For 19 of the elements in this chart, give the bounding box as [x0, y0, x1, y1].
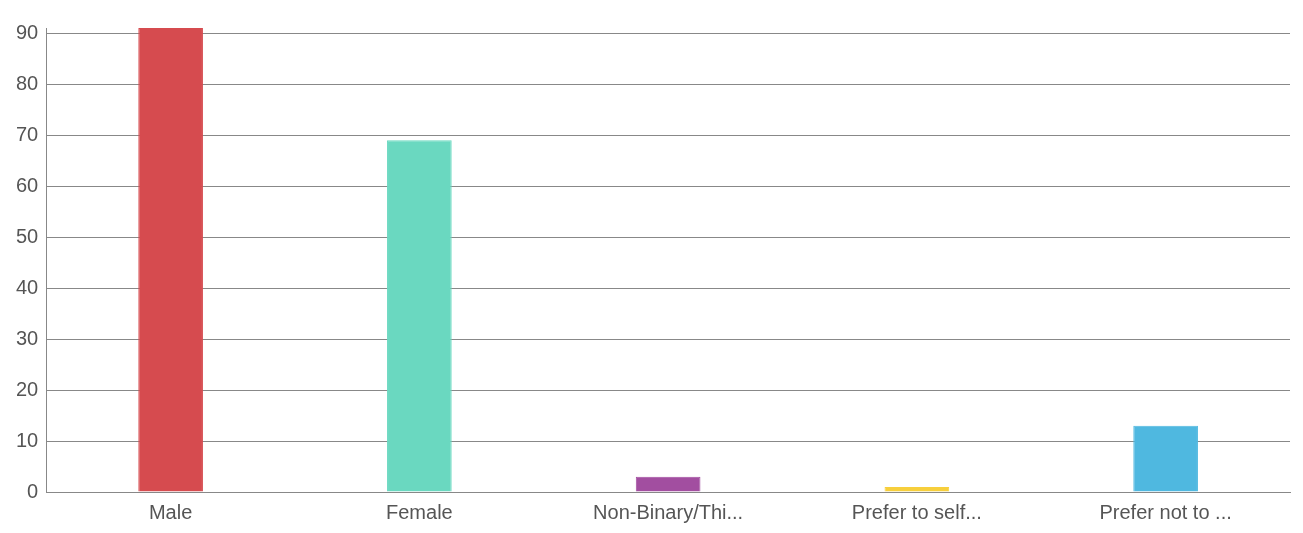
x-tick-label: Female	[386, 500, 453, 523]
bar	[138, 28, 203, 492]
x-tick-label: Male	[148, 500, 193, 523]
y-tick-label: 90	[16, 20, 39, 43]
bar	[635, 476, 701, 492]
x-tick-label: Prefer not to ...	[1099, 500, 1232, 523]
y-tick-label: 40	[16, 275, 39, 298]
x-tick-label: Prefer to self...	[851, 500, 982, 523]
bar	[387, 140, 452, 492]
y-tick-label: 30	[16, 326, 39, 349]
y-tick-label: 10	[16, 428, 39, 451]
y-tick-label: 80	[16, 71, 39, 94]
x-tick-label: Non-Binary/Thi...	[593, 500, 744, 523]
bar	[1133, 425, 1198, 492]
y-tick-label: 70	[16, 122, 39, 145]
y-tick-label: 50	[16, 224, 39, 247]
y-tick-label: 0	[27, 479, 39, 502]
y-tick-label: 60	[16, 173, 39, 196]
y-tick-label: 20	[16, 377, 39, 400]
